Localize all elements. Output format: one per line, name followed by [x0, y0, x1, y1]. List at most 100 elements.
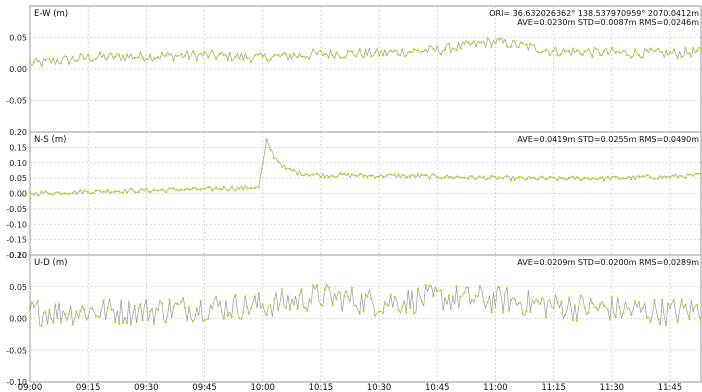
data-point: [118, 53, 121, 57]
data-point: [540, 175, 544, 178]
data-point: [56, 59, 59, 62]
data-point: [575, 49, 579, 52]
data-point: [36, 194, 39, 197]
data-point: [583, 50, 586, 53]
data-point: [412, 174, 416, 177]
y-tick-label: -0.05: [6, 346, 27, 355]
data-point: [346, 49, 350, 53]
data-point: [339, 172, 342, 175]
data-point: [571, 47, 575, 50]
data-point: [176, 188, 179, 191]
data-point: [230, 59, 233, 62]
data-point: [424, 48, 427, 51]
data-point: [672, 299, 675, 302]
x-tick-label: 09:45: [192, 383, 217, 392]
data-point: [451, 47, 454, 50]
data-point: [630, 56, 633, 59]
data-point: [544, 49, 548, 52]
data-point: [79, 53, 82, 56]
data-point: [350, 286, 353, 289]
data-point: [552, 307, 555, 310]
y-tick-label: 0.05: [9, 283, 27, 292]
x-tick-label: 09:00: [18, 383, 43, 392]
data-point: [637, 53, 641, 57]
data-point: [575, 319, 579, 322]
data-point: [145, 298, 148, 301]
data-point: [230, 185, 233, 188]
data-point: [552, 49, 555, 52]
data-point: [370, 55, 373, 58]
data-point: [191, 187, 194, 190]
x-tick-label: 11:45: [658, 383, 683, 392]
data-point: [242, 310, 245, 313]
data-point: [137, 190, 140, 193]
data-point: [87, 53, 90, 56]
data-point: [172, 187, 175, 190]
data-point: [296, 307, 299, 310]
data-point: [91, 307, 94, 310]
data-point: [684, 303, 687, 306]
data-point: [393, 173, 396, 176]
data-point: [467, 177, 470, 180]
data-point: [509, 299, 512, 302]
data-point: [699, 48, 702, 51]
data-point: [52, 193, 55, 196]
data-point: [156, 308, 160, 311]
data-point: [544, 178, 548, 181]
data-point: [149, 191, 152, 194]
data-point: [168, 187, 171, 190]
data-point: [381, 311, 385, 315]
data-point: [366, 295, 369, 298]
data-point: [626, 54, 629, 57]
data-point: [292, 303, 295, 306]
data-point: [87, 190, 90, 194]
data-point: [335, 175, 338, 178]
data-point: [579, 179, 582, 182]
data-point: [207, 56, 210, 59]
data-point: [56, 191, 59, 194]
data-point: [571, 175, 575, 178]
y-tick-label: 0.00: [9, 65, 27, 74]
data-point: [409, 50, 412, 54]
data-point: [482, 175, 485, 178]
data-point: [680, 175, 683, 178]
data-point: [362, 175, 365, 178]
data-point: [48, 192, 51, 195]
data-point: [676, 176, 679, 179]
data-point: [304, 306, 307, 309]
data-point: [102, 190, 105, 193]
data-point: [75, 310, 78, 313]
data-point: [459, 295, 462, 298]
panel-label: N-S (m): [34, 135, 66, 145]
data-point: [560, 300, 563, 303]
data-point: [428, 45, 431, 48]
data-point: [688, 52, 691, 55]
data-point: [180, 188, 183, 191]
data-point: [513, 40, 516, 43]
data-point: [649, 320, 652, 324]
data-point: [560, 52, 563, 56]
panel-label: U-D (m): [34, 258, 67, 268]
data-point: [381, 53, 385, 57]
data-point: [699, 173, 702, 176]
data-point: [374, 51, 377, 54]
data-point: [653, 50, 656, 53]
data-point: [98, 189, 101, 192]
data-point: [44, 190, 47, 193]
data-point: [692, 174, 695, 177]
data-point: [335, 298, 338, 301]
data-point: [284, 306, 288, 309]
data-point: [525, 309, 528, 312]
data-point: [153, 188, 156, 191]
data-point: [211, 49, 214, 52]
data-point: [48, 58, 51, 61]
data-point: [412, 312, 416, 315]
data-point: [269, 148, 272, 151]
data-point: [75, 60, 78, 63]
data-point: [98, 51, 101, 54]
data-point: [688, 318, 691, 321]
data-point: [277, 160, 280, 163]
data-point: [343, 56, 346, 59]
data-point: [118, 322, 121, 325]
data-point: [599, 303, 602, 306]
